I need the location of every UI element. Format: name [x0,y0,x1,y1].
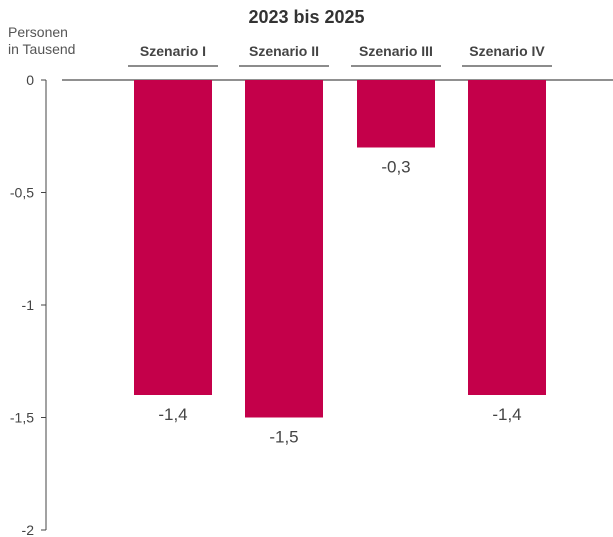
y-tick-label: -2 [22,522,35,537]
y-axis-label: Personen in Tausend [8,24,75,58]
bar [468,80,546,395]
category-label: Szenario I [140,43,206,59]
value-label: -0,3 [381,158,410,177]
y-tick-label: -0,5 [10,185,34,201]
y-tick-label: -1 [22,297,35,313]
y-tick-label: 0 [26,72,34,88]
value-label: -1,5 [269,428,298,447]
category-label: Szenario III [359,43,433,59]
bar [357,80,435,148]
value-label: -1,4 [492,405,521,424]
chart-title: 2023 bis 2025 [248,7,365,27]
category-label: Szenario II [249,43,319,59]
value-label: -1,4 [158,405,187,424]
category-label: Szenario IV [469,43,545,59]
y-axis-label-line2: in Tausend [8,41,76,57]
y-tick-label: -1,5 [10,410,34,426]
y-axis-label-line1: Personen [8,24,68,40]
bar [134,80,212,395]
bar [245,80,323,418]
